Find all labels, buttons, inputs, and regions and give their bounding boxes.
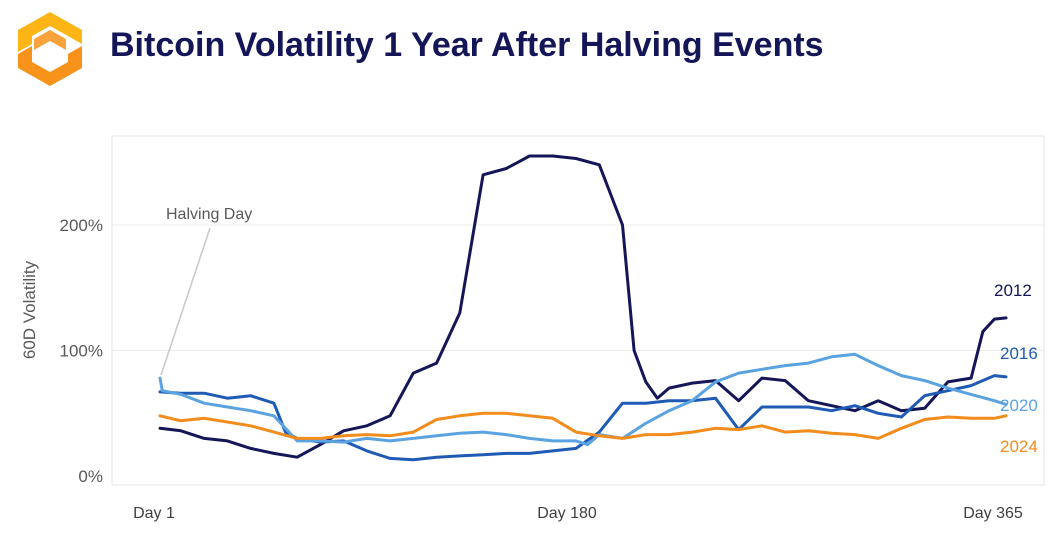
series-label-2024: 2024 bbox=[1000, 437, 1038, 456]
series-line-2024 bbox=[158, 411, 1008, 440]
annotation-label: Halving Day bbox=[166, 206, 252, 223]
series-label-2016: 2016 bbox=[1000, 344, 1038, 363]
series-line-2016 bbox=[158, 374, 1008, 462]
x-tick-label: Day 365 bbox=[963, 505, 1023, 522]
page-title: Bitcoin Volatility 1 Year After Halving … bbox=[110, 26, 824, 64]
hexagon-logo-icon bbox=[18, 12, 82, 86]
y-axis-title: 60D Volatility bbox=[20, 260, 39, 359]
x-tick-label: Day 1 bbox=[133, 505, 175, 522]
y-tick-label: 200% bbox=[60, 216, 103, 235]
annotation-pointer bbox=[160, 227, 211, 376]
series-label-2012: 2012 bbox=[994, 281, 1032, 300]
y-tick-label: 0% bbox=[78, 467, 103, 486]
series-line-2012 bbox=[158, 154, 1008, 459]
y-tick-label: 100% bbox=[60, 342, 103, 361]
x-tick-label: Day 180 bbox=[537, 505, 597, 522]
series-label-2020: 2020 bbox=[1000, 396, 1038, 415]
plot-frame bbox=[111, 135, 1045, 486]
series-line-2020 bbox=[158, 352, 1008, 447]
